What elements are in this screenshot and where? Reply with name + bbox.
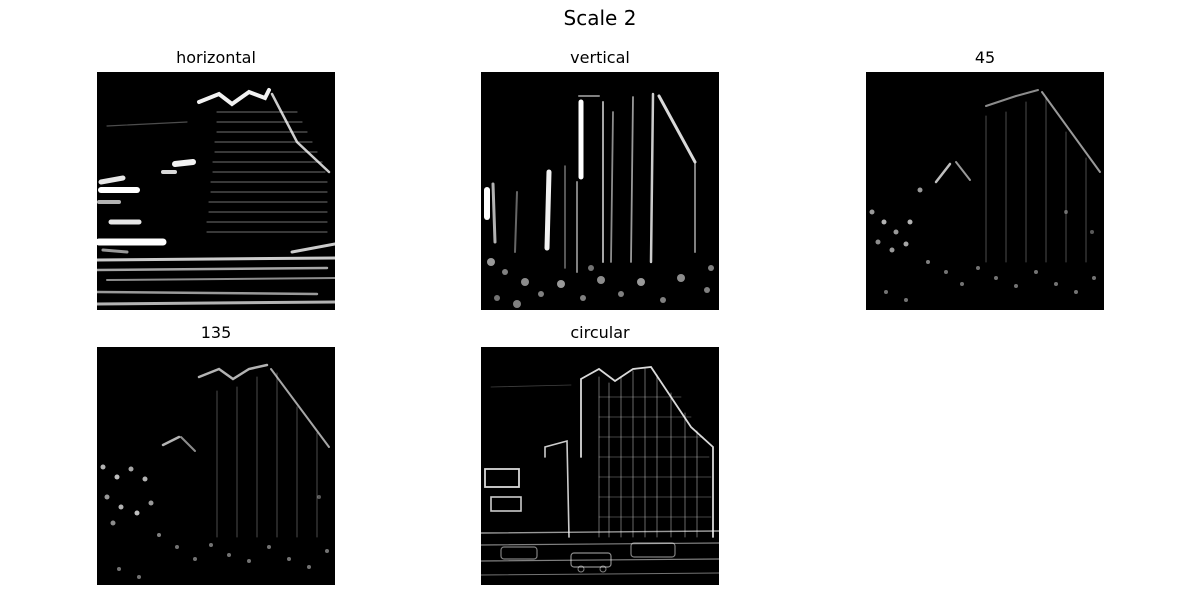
panel-45 [866,72,1104,310]
panel-title-135: 135 [200,323,232,342]
panel-circular [481,347,719,585]
circular-edge-image [481,347,719,585]
figure-title: Scale 2 [563,6,637,30]
horizontal-edge-image [97,72,335,310]
diagonal-45-edge-image [866,72,1104,310]
panel-horizontal [97,72,335,310]
panel-135 [97,347,335,585]
panel-title-vertical: vertical [570,48,630,67]
panel-title-circular: circular [570,323,630,342]
diagonal-135-edge-image [97,347,335,585]
vertical-edge-image [481,72,719,310]
panel-title-45: 45 [974,48,996,67]
panel-vertical [481,72,719,310]
panel-title-horizontal: horizontal [176,48,256,67]
